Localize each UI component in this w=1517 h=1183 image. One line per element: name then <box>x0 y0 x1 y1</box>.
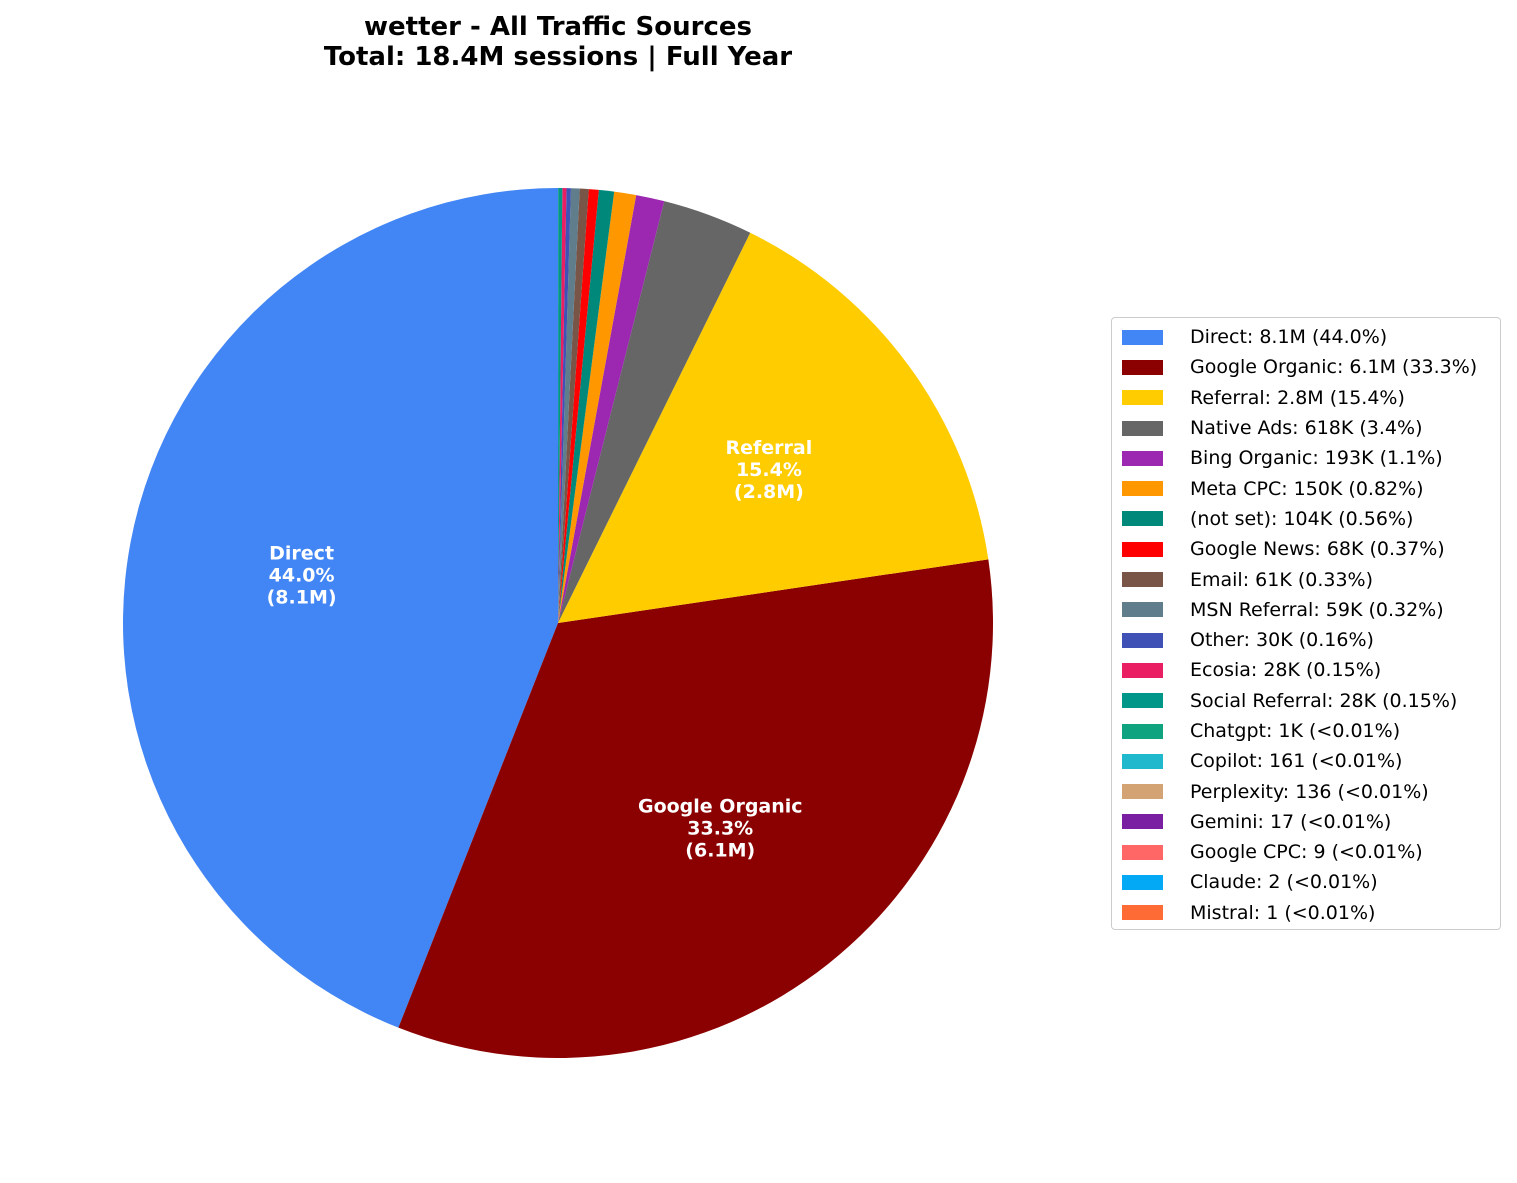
pie-slice-social-referral <box>558 188 563 623</box>
legend-swatch <box>1122 602 1163 618</box>
legend-swatch <box>1122 723 1163 739</box>
legend-item: Email: 61K (0.33%) <box>1112 564 1500 594</box>
legend-item: Gemini: 17 (<0.01%) <box>1112 807 1500 837</box>
legend-item: Claude: 2 (<0.01%) <box>1112 867 1500 897</box>
legend-swatch <box>1122 753 1163 769</box>
legend-item: MSN Referral: 59K (0.32%) <box>1112 595 1500 625</box>
legend-label: Ecosia: 28K (0.15%) <box>1190 659 1382 682</box>
legend-label: (not set): 104K (0.56%) <box>1190 507 1414 530</box>
legend-swatch <box>1122 390 1163 406</box>
legend-label: Other: 30K (0.16%) <box>1190 629 1374 652</box>
legend-swatch <box>1122 572 1163 588</box>
slice-label-line: (6.1M) <box>685 839 755 861</box>
legend-label: Google Organic: 6.1M (33.3%) <box>1190 356 1478 379</box>
pie-slice-not-set <box>558 189 615 623</box>
pie-slice-google-organic <box>398 559 994 1059</box>
pie-slice-meta-cpc <box>558 191 637 624</box>
slice-label-line: Direct <box>269 542 334 564</box>
legend-item: Bing Organic: 193K (1.1%) <box>1112 443 1500 473</box>
pie-slice-google-news <box>558 189 599 623</box>
slice-label-line: 15.4% <box>736 459 802 481</box>
legend-label: Bing Organic: 193K (1.1%) <box>1190 447 1443 470</box>
legend-swatch <box>1122 511 1163 527</box>
legend-swatch <box>1122 450 1163 466</box>
legend-label: Claude: 2 (<0.01%) <box>1190 871 1378 894</box>
legend-item: Referral: 2.8M (15.4%) <box>1112 383 1500 413</box>
slice-label-line: (2.8M) <box>734 481 804 503</box>
legend-item: Meta CPC: 150K (0.82%) <box>1112 473 1500 503</box>
legend-swatch <box>1122 784 1163 800</box>
slice-label-line: Google Organic <box>638 795 803 817</box>
legend-label: Mistral: 1 (<0.01%) <box>1190 901 1376 924</box>
legend-swatch <box>1122 874 1163 890</box>
legend-item: Direct: 8.1M (44.0%) <box>1112 322 1500 352</box>
legend-item: Ecosia: 28K (0.15%) <box>1112 655 1500 685</box>
legend-swatch <box>1122 844 1163 860</box>
legend-label: Perplexity: 136 (<0.01%) <box>1190 780 1429 803</box>
slice-label-line: 44.0% <box>269 564 335 586</box>
pie-slice-other <box>558 188 571 623</box>
legend-item: Other: 30K (0.16%) <box>1112 625 1500 655</box>
pie-slice-msn-referral <box>558 188 580 623</box>
pie-slice-bing-organic <box>558 195 665 624</box>
legend-label: Meta CPC: 150K (0.82%) <box>1190 477 1424 500</box>
legend-label: Email: 61K (0.33%) <box>1190 568 1374 591</box>
slice-label: Direct 44.0% (8.1M) <box>267 542 337 608</box>
legend-item: Native Ads: 618K (3.4%) <box>1112 413 1500 443</box>
slice-label: Google Organic 33.3% (6.1M) <box>638 795 803 861</box>
legend-label: Referral: 2.8M (15.4%) <box>1190 386 1405 409</box>
legend-swatch <box>1122 359 1163 375</box>
slice-label-line: 33.3% <box>687 817 753 839</box>
slice-label-line: Referral <box>726 437 813 459</box>
legend-label: Gemini: 17 (<0.01%) <box>1190 810 1392 833</box>
legend-item: Google CPC: 9 (<0.01%) <box>1112 837 1500 867</box>
legend-item: Copilot: 161 (<0.01%) <box>1112 746 1500 776</box>
legend-swatch <box>1122 814 1163 830</box>
pie-slice-direct <box>123 188 558 1028</box>
legend: Direct: 8.1M (44.0%) Google Organic: 6.1M… <box>1111 317 1501 930</box>
legend-swatch <box>1122 905 1163 921</box>
legend-label: Copilot: 161 (<0.01%) <box>1190 750 1403 773</box>
legend-item: Mistral: 1 (<0.01%) <box>1112 898 1500 928</box>
legend-label: MSN Referral: 59K (0.32%) <box>1190 598 1444 621</box>
pie-slice-native-ads <box>558 201 751 623</box>
legend-label: Direct: 8.1M (44.0%) <box>1190 326 1388 349</box>
legend-label: Google News: 68K (0.37%) <box>1190 538 1445 561</box>
legend-item: Google Organic: 6.1M (33.3%) <box>1112 352 1500 382</box>
legend-label: Chatgpt: 1K (<0.01%) <box>1190 720 1401 742</box>
legend-swatch <box>1122 420 1163 436</box>
title-line: wetter - All Traffic Sources <box>363 12 752 42</box>
pie-slice-referral <box>558 232 989 623</box>
legend-label: Native Ads: 618K (3.4%) <box>1190 417 1423 440</box>
pie-slice-email <box>558 188 589 623</box>
legend-swatch <box>1122 541 1163 557</box>
legend-item: (not set): 104K (0.56%) <box>1112 504 1500 534</box>
subtitle-line: Total: 18.4M sessions | Full Year <box>323 42 793 72</box>
legend-item: Perplexity: 136 (<0.01%) <box>1112 776 1500 806</box>
legend-item: Social Referral: 28K (0.15%) <box>1112 686 1500 716</box>
legend-swatch <box>1122 632 1163 648</box>
legend-swatch <box>1122 329 1163 345</box>
legend-label: Social Referral: 28K (0.15%) <box>1190 689 1458 712</box>
chart-title: wetter - All Traffic Sources Total: 18.4… <box>258 12 858 72</box>
legend-item: Google News: 68K (0.37%) <box>1112 534 1500 564</box>
legend-swatch <box>1122 662 1163 678</box>
slice-label: Referral 15.4% (2.8M) <box>726 437 813 503</box>
legend-swatch <box>1122 693 1163 709</box>
pie-slice-ecosia <box>558 188 567 624</box>
legend-swatch <box>1122 481 1163 497</box>
slice-label-line: (8.1M) <box>267 586 337 608</box>
legend-item: Chatgpt: 1K (<0.01%) <box>1112 716 1500 746</box>
legend-label: Google CPC: 9 (<0.01%) <box>1190 841 1423 864</box>
